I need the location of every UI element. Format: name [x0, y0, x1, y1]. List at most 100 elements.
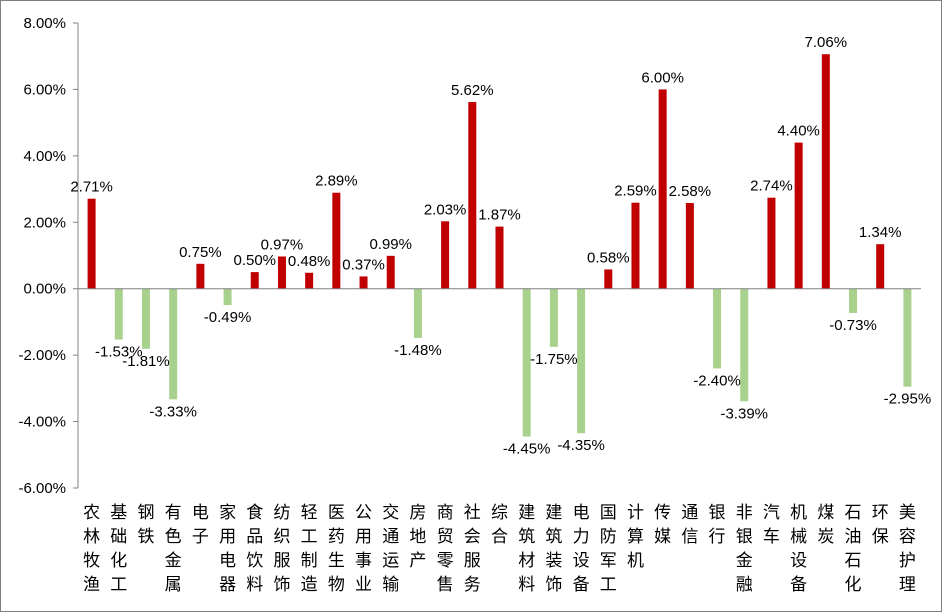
category-label: 基础化工 [110, 503, 127, 595]
category-label: 钢铁 [137, 503, 154, 547]
data-label: 2.58% [669, 183, 712, 200]
bar [305, 272, 314, 289]
category-label: 计算机 [627, 503, 644, 571]
data-label: 0.48% [288, 253, 331, 270]
bar [196, 263, 205, 289]
category-label: 汽车 [763, 503, 780, 547]
data-label: 2.89% [315, 173, 358, 190]
y-tick-label: 8.00% [23, 15, 66, 32]
y-tick-label: 6.00% [23, 81, 66, 98]
category-label: 非银金融 [736, 503, 753, 595]
category-label: 食品饮料 [246, 503, 263, 595]
category-label: 有色金属 [165, 503, 182, 595]
category-label: 家用电器 [219, 503, 236, 595]
bar [413, 288, 422, 338]
category-label: 国防军工 [600, 503, 617, 595]
data-label: 0.97% [261, 236, 304, 253]
data-label: 2.59% [614, 183, 657, 200]
category-label: 煤炭 [817, 503, 834, 547]
data-label: 0.37% [342, 256, 385, 273]
category-label: 房地产 [409, 503, 426, 571]
category-label: 公用事业 [355, 503, 372, 595]
y-tick-label: -4.00% [18, 414, 66, 431]
bar [767, 197, 776, 289]
data-label: -1.53% [95, 344, 143, 361]
category-label: 银行 [709, 503, 726, 547]
y-tick-label: 2.00% [23, 214, 66, 231]
bar [685, 203, 694, 289]
data-label: -2.40% [693, 372, 741, 389]
data-labels: 2.71%-1.53%-1.81%-3.33%0.75%-0.49%0.50%0… [70, 34, 931, 457]
data-label: -4.35% [557, 437, 605, 454]
data-label: 6.00% [641, 69, 684, 86]
category-label: 轻工制造 [301, 503, 318, 595]
category-label: 通信 [681, 503, 698, 547]
category-label: 商贸零售 [437, 503, 454, 595]
bar [87, 198, 96, 289]
bar [495, 226, 504, 289]
data-label: 0.58% [587, 249, 630, 266]
category-label: 石油石化 [845, 503, 862, 595]
data-label: 4.40% [777, 123, 820, 140]
bar [332, 192, 341, 289]
bars [87, 54, 912, 437]
bar [794, 142, 803, 289]
category-label: 纺织服饰 [273, 503, 290, 595]
data-label: -4.45% [503, 441, 551, 458]
category-label: 农林牧渔 [83, 503, 100, 595]
category-label: 环保 [872, 503, 889, 547]
category-label: 社会服务 [464, 503, 481, 595]
bar [141, 288, 150, 349]
bar [359, 276, 368, 289]
data-label: -3.39% [720, 405, 768, 422]
bar [849, 288, 858, 313]
category-label: 交通运输 [382, 503, 399, 595]
data-label: 2.03% [424, 201, 467, 218]
bar [441, 221, 450, 289]
bar [658, 89, 667, 289]
data-label: 0.99% [369, 236, 412, 253]
bar [468, 102, 477, 289]
category-label: 电子 [192, 503, 209, 547]
data-label: 1.87% [478, 207, 521, 224]
bar [522, 288, 531, 437]
category-labels: 农林牧渔基础化工钢铁有色金属电子家用电器食品饮料纺织服饰轻工制造医药生物公用事业… [83, 503, 916, 595]
y-tick-label: -6.00% [18, 480, 66, 497]
data-label: -2.95% [884, 391, 932, 408]
bar [821, 54, 830, 289]
bar [169, 288, 178, 400]
data-label: -0.49% [204, 309, 252, 326]
bar [740, 288, 749, 402]
bar [223, 288, 232, 305]
category-label: 建筑材料 [518, 503, 535, 595]
bar [386, 255, 395, 289]
data-label: -1.48% [394, 342, 442, 359]
category-label: 机械设备 [790, 503, 807, 595]
data-label: 5.62% [451, 82, 494, 99]
y-tick-label: 4.00% [23, 148, 66, 165]
y-axis: 8.00% 6.00% 4.00% 2.00% 0.00% -2.00% -4.00% -6.… [18, 15, 79, 497]
bar [903, 288, 912, 387]
data-label: 2.71% [70, 179, 113, 196]
bar [876, 244, 885, 289]
data-label: -3.33% [149, 403, 197, 420]
category-label: 建筑装饰 [545, 503, 562, 595]
data-label: 1.34% [859, 224, 902, 241]
bar [604, 269, 613, 289]
bar [250, 272, 259, 289]
category-label: 传媒 [654, 503, 671, 547]
category-label: 电力设备 [573, 503, 590, 595]
bar [549, 288, 558, 347]
category-label: 美容护理 [899, 503, 916, 595]
bar [277, 256, 286, 289]
data-label: 0.75% [179, 244, 222, 261]
y-tick-label: -2.00% [18, 347, 66, 364]
data-label: 2.74% [750, 178, 793, 195]
bar [577, 288, 586, 434]
bar [713, 288, 722, 369]
category-label: 医药生物 [328, 503, 345, 595]
data-label: 0.50% [233, 252, 276, 269]
data-label: -1.75% [530, 351, 578, 368]
